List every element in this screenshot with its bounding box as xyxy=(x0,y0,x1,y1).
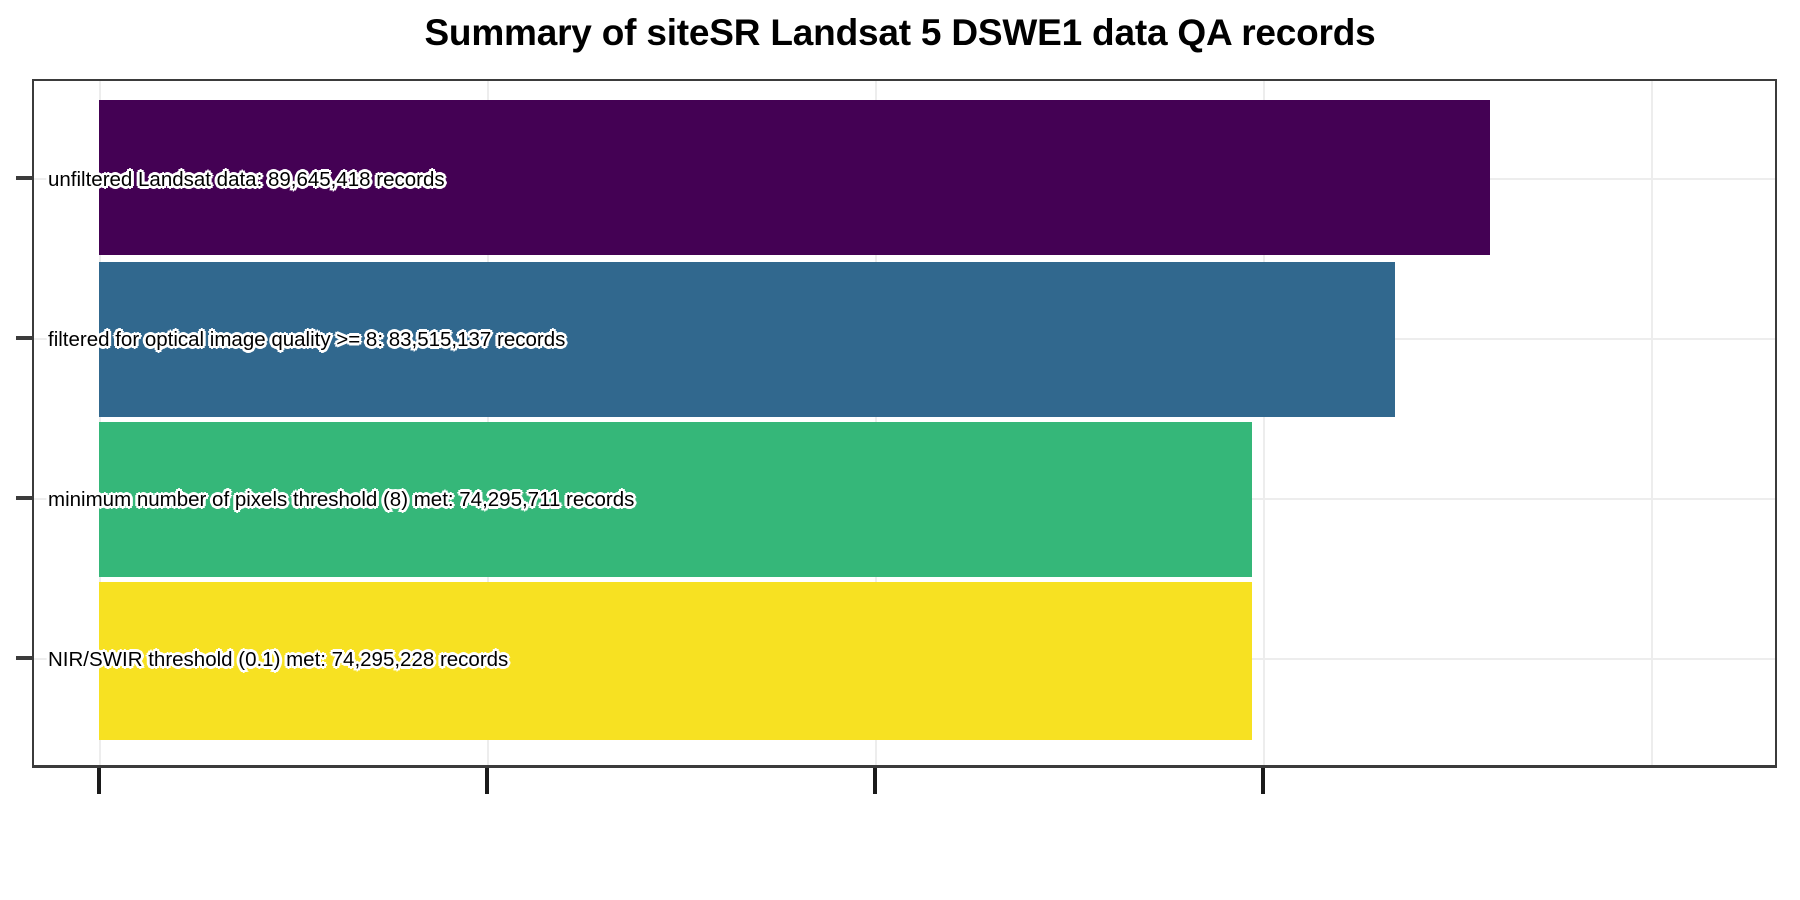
chart-title: Summary of siteSR Landsat 5 DSWE1 data Q… xyxy=(424,12,1376,53)
x-axis-tick-0 xyxy=(97,768,102,794)
x-axis-tick-75m xyxy=(1260,768,1265,794)
bar-label-filtered-optical-image-quality: filtered for optical image quality >= 8:… xyxy=(46,326,567,352)
x-axis-tick-25m xyxy=(485,768,490,794)
plot-area: unfiltered Landsat data: 89,645,418 reco… xyxy=(32,79,1777,767)
x-axis-tick-50m xyxy=(873,768,878,794)
y-axis-tick-2 xyxy=(16,336,33,340)
y-axis-tick-3 xyxy=(16,496,33,500)
bar-nir-swir-threshold[interactable] xyxy=(99,582,1252,740)
x-axis-line xyxy=(32,765,1777,768)
bar-label-nir-swir-threshold: NIR/SWIR threshold (0.1) met: 74,295,228… xyxy=(46,646,510,672)
y-axis-tick-4 xyxy=(16,656,33,660)
gridline-x-100m xyxy=(1650,81,1653,765)
y-axis-tick-1 xyxy=(16,176,33,180)
bar-label-minimum-pixels-threshold: minimum number of pixels threshold (8) m… xyxy=(46,486,636,512)
bar-minimum-pixels-threshold[interactable] xyxy=(99,422,1252,577)
gridline-x-75m xyxy=(1262,81,1265,765)
bar-unfiltered-landsat-data[interactable] xyxy=(99,100,1491,255)
bar-label-unfiltered-landsat-data: unfiltered Landsat data: 89,645,418 reco… xyxy=(46,166,446,192)
bar-filtered-optical-image-quality[interactable] xyxy=(99,262,1396,417)
